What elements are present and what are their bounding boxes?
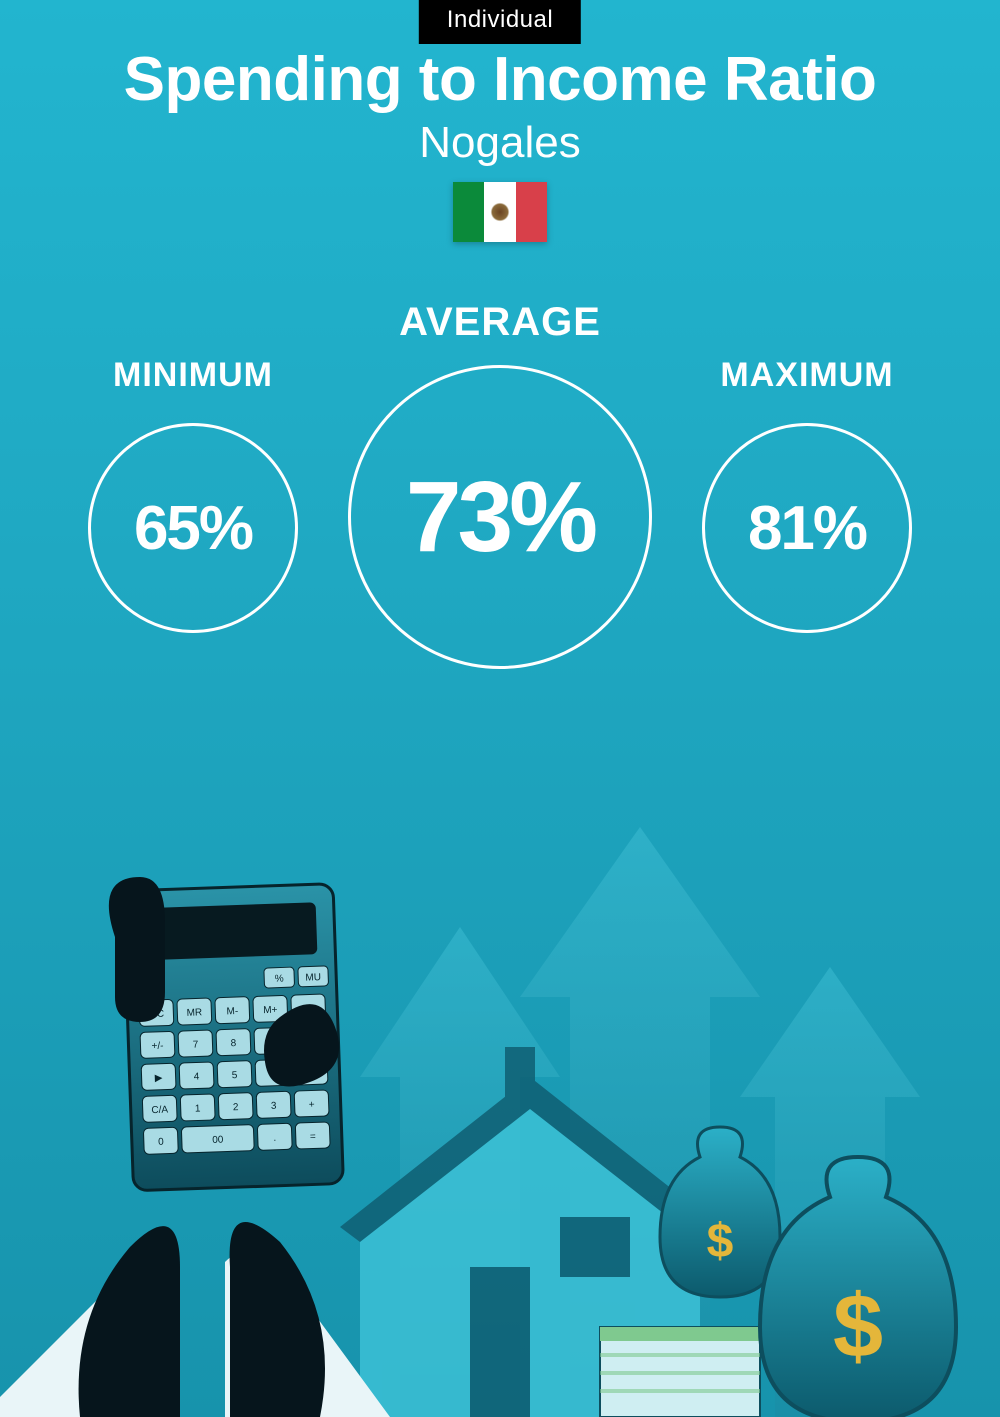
stat-minimum-label: MINIMUM — [113, 356, 273, 395]
stats-row: MINIMUM 65% AVERAGE 73% MAXIMUM 81% — [0, 300, 1000, 669]
category-badge-label: Individual — [447, 6, 553, 33]
stat-average-value: 73% — [406, 460, 594, 575]
stat-maximum-circle: 81% — [702, 423, 912, 633]
mexico-flag-icon — [453, 182, 547, 242]
stat-minimum-value: 65% — [134, 493, 252, 564]
flag-emblem-icon — [489, 201, 511, 223]
category-badge: Individual — [419, 0, 581, 44]
stat-maximum: MAXIMUM 81% — [702, 356, 912, 633]
page-title: Spending to Income Ratio — [0, 44, 1000, 115]
stat-minimum: MINIMUM 65% — [88, 356, 298, 633]
flag-stripe-right — [516, 182, 547, 242]
city-name: Nogales — [0, 118, 1000, 168]
stat-average: AVERAGE 73% — [348, 300, 652, 669]
stat-average-label: AVERAGE — [399, 300, 601, 345]
stat-minimum-circle: 65% — [88, 423, 298, 633]
flag-stripe-left — [453, 182, 484, 242]
stat-maximum-value: 81% — [748, 493, 866, 564]
stat-average-circle: 73% — [348, 365, 652, 669]
stat-maximum-label: MAXIMUM — [720, 356, 893, 395]
